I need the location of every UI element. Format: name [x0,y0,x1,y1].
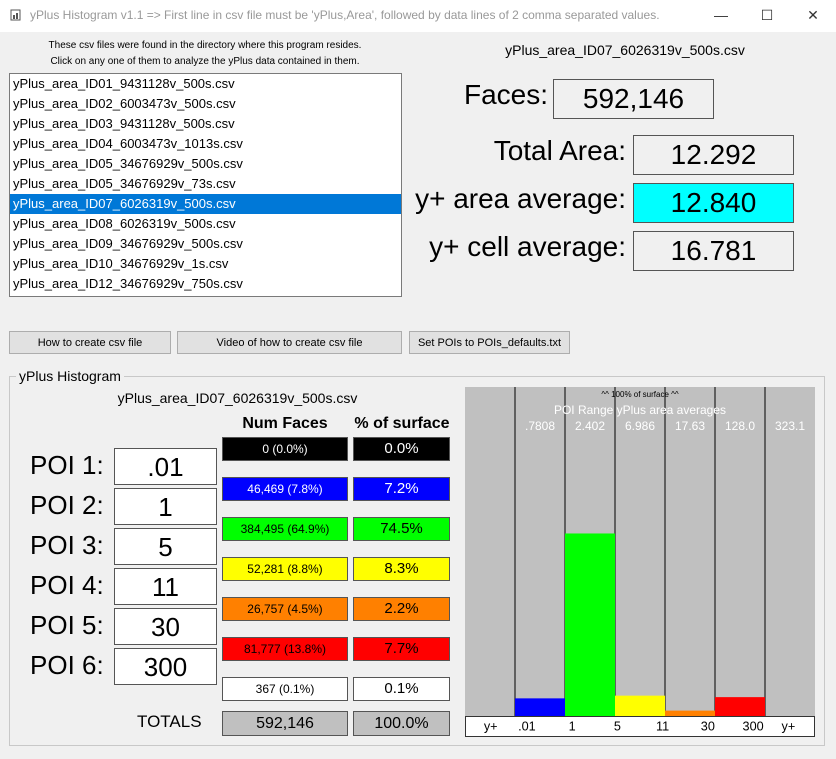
poi-5-input[interactable]: 30 [114,608,217,645]
chart-average-label: .7808 [525,419,555,433]
poi-6-label: POI 6: [30,650,104,680]
surface-header: % of surface [354,415,450,432]
poi-3-label: POI 3: [30,530,104,560]
histogram-bar [615,695,665,716]
how-to-create-csv-button[interactable]: How to create csv file [9,331,171,354]
poi-1-input[interactable]: .01 [114,448,217,485]
row-7-faces: 367 (0.1%) [222,677,348,701]
histogram-bar [665,710,715,716]
chart-x-tick-label: y+ [782,720,796,734]
file-list-item[interactable]: yPlus_area_ID12_34676929v_750s.csv [13,276,243,291]
row-7-surface: 0.1% [353,677,450,701]
num-faces-header: Num Faces [242,415,328,432]
row-6-surface: 7.7% [353,637,450,661]
file-list-item[interactable]: yPlus_area_ID02_6003473v_500s.csv [13,96,236,111]
file-list-item[interactable]: yPlus_area_ID03_9431128v_500s.csv [13,116,235,131]
video-how-to-button[interactable]: Video of how to create csv file [177,331,402,354]
row-3-surface: 74.5% [353,517,450,541]
file-list-item[interactable]: yPlus_area_ID05_34676929v_73s.csv [13,176,236,191]
poi-1-label: POI 1: [30,450,104,480]
row-5-faces: 26,757 (4.5%) [222,597,348,621]
poi-4-input[interactable]: 11 [114,568,217,605]
faces-label: Faces: [463,79,548,110]
set-pois-defaults-button[interactable]: Set POIs to POIs_defaults.txt [409,331,570,354]
file-list-item[interactable]: yPlus_area_ID09_34676929v_500s.csv [13,236,243,251]
selected-file-name: yPlus_area_ID07_6026319v_500s.csv [505,42,745,58]
histogram-bar [515,698,565,716]
totals-label: TOTALS [137,712,202,731]
row-4-surface: 8.3% [353,557,450,581]
histogram-group [9,376,825,746]
chart-average-label: 17.63 [675,419,705,433]
chart-x-tick-label: y+ [484,720,498,734]
maximize-button[interactable]: ☐ [760,7,774,23]
title-bar [0,0,836,32]
chart-title: POI Range yPlus area averages [554,403,726,417]
file-list-item[interactable]: yPlus_area_ID08_6026319v_500s.csv [13,216,236,231]
poi-2-input[interactable]: 1 [114,488,217,525]
histogram-bar [565,533,615,716]
file-list-item[interactable]: yPlus_area_ID04_6003473v_1013s.csv [13,136,243,151]
cell-average-label: y+ cell average: [429,231,626,262]
info-line-2: Click on any one of them to analyze the … [50,56,360,67]
row-4-faces: 52,281 (8.8%) [222,557,348,581]
chart-x-tick-label: 1 [569,720,576,734]
chart-average-label: 128.0 [725,419,755,433]
chart-x-tick-label: 5 [614,720,621,734]
row-3-faces: 384,495 (64.9%) [222,517,348,541]
chart-x-tick-label: 30 [701,720,715,734]
file-list-item[interactable]: yPlus_area_ID07_6026319v_500s.csv [10,194,401,214]
chart-average-label: 6.986 [625,419,655,433]
close-button[interactable]: ✕ [807,7,819,23]
poi-3-input[interactable]: 5 [114,528,217,565]
chart-x-tick-label: .01 [518,720,536,734]
histogram-chart: ^^ 100% of surface ^^ POI Range yPlus are… [465,387,815,737]
chart-x-tick-label: 300 [743,720,764,734]
poi-5-label: POI 5: [30,610,104,640]
total-area-value: 12.292 [633,135,794,175]
info-line-1: These csv files were found in the direct… [48,40,362,51]
histogram-bar [715,697,765,716]
row-5-surface: 2.2% [353,597,450,621]
poi-6-input[interactable]: 300 [114,648,217,685]
totals-faces: 592,146 [222,711,348,736]
row-1-surface: 0.0% [353,437,450,461]
poi-2-label: POI 2: [30,490,104,520]
histogram-file-name: yPlus_area_ID07_6026319v_500s.csv [117,390,358,406]
chart-x-tick-label: 11 [656,720,669,734]
total-area-label: Total Area: [493,135,626,166]
totals-surface: 100.0% [353,711,450,736]
file-list-item[interactable]: yPlus_area_ID01_9431128v_500s.csv [13,76,235,91]
chart-average-label: 2.402 [575,419,605,433]
area-average-value: 12.840 [633,183,794,223]
cell-average-value: 16.781 [633,231,794,271]
minimize-button[interactable]: — [714,7,728,23]
chart-top-label: ^^ 100% of surface ^^ [601,390,679,399]
row-2-faces: 46,469 (7.8%) [222,477,348,501]
faces-value: 592,146 [553,79,714,119]
row-2-surface: 7.2% [353,477,450,501]
area-average-label: y+ area average: [415,183,626,214]
row-6-faces: 81,777 (13.8%) [222,637,348,661]
row-1-faces: 0 (0.0%) [222,437,348,461]
poi-4-label: POI 4: [30,570,104,600]
chart-x-axis: y+ .01 1 5 11 30 300 y+ [465,716,815,737]
app-icon [10,9,21,21]
histogram-group-title: yPlus Histogram [16,368,124,384]
file-list[interactable]: yPlus_area_ID01_9431128v_500s.csv yPlus_a… [9,73,402,297]
chart-average-label: 323.1 [775,419,805,433]
file-list-item[interactable]: yPlus_area_ID10_34676929v_1s.csv [13,256,229,271]
file-list-item[interactable]: yPlus_area_ID05_34676929v_500s.csv [13,156,243,171]
window-title: yPlus Histogram v1.1 => First line in cs… [30,8,660,22]
